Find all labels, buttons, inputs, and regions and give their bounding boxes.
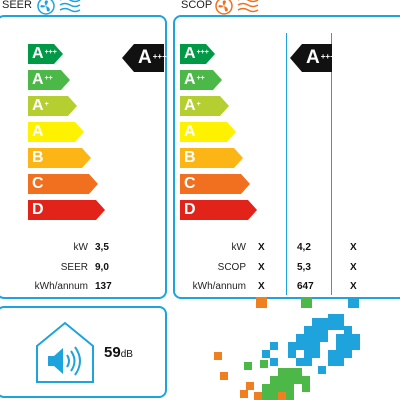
seer-class-letter-5: C — [32, 175, 44, 192]
seer-class-arrow-4 — [28, 148, 91, 168]
scop-class-letter-4: B — [184, 149, 196, 166]
scop-row-kw-warm: X — [258, 242, 265, 253]
house-speaker-icon — [36, 321, 94, 383]
scop-class-letter-5: C — [184, 175, 196, 192]
scop-class-letter-6: D — [184, 201, 196, 218]
seer-row-energy-value: 137 — [95, 281, 112, 292]
seer-class-label-4: B — [32, 149, 44, 167]
noise-unit: dB — [120, 349, 133, 360]
seer-row-kw-label: kW — [73, 242, 88, 253]
noise-value: 59 — [104, 344, 121, 361]
seer-class-label-5: C — [32, 175, 44, 193]
seer-class-arrow-1 — [28, 70, 70, 90]
scop-class-label-6: D — [184, 201, 196, 219]
seer-class-arrow-0 — [28, 44, 63, 64]
seer-class-arrow-6 — [28, 200, 105, 220]
cooling-fan-icon — [37, 0, 81, 15]
scop-class-sup-1: ++ — [196, 75, 205, 82]
seer-rating-sup: +++ — [152, 52, 167, 61]
cold-zone-square — [348, 297, 359, 308]
zone-divider-warm — [286, 33, 287, 295]
scop-rating-arrow — [290, 44, 332, 72]
seer-class-label-0: A+++ — [32, 45, 57, 63]
seer-class-letter-0: A — [32, 45, 44, 62]
seer-class-label-2: A+ — [32, 97, 49, 115]
seer-panel — [0, 15, 167, 299]
seer-class-arrow-5 — [28, 174, 98, 194]
seer-row-seer-label: SEER — [60, 262, 88, 273]
seer-header: SEER — [2, 0, 32, 11]
seer-row-energy-label: kWh/annum — [34, 281, 88, 292]
seer-class-letter-6: D — [32, 201, 44, 218]
scop-class-label-3: A — [184, 123, 196, 141]
scop-row-kw-label: kW — [231, 242, 246, 253]
warm-zone-square — [256, 297, 267, 308]
scop-panel — [173, 15, 400, 299]
seer-class-letter-2: A — [32, 97, 44, 114]
seer-class-sup-0: +++ — [44, 49, 57, 56]
seer-rating-letter: A — [138, 47, 152, 68]
scop-class-sup-2: + — [196, 101, 201, 108]
scop-class-arrow-0 — [180, 44, 215, 64]
seer-class-sup-1: ++ — [44, 75, 53, 82]
seer-rating-badge: A+++ — [122, 44, 167, 77]
scop-class-arrow-2 — [180, 96, 229, 116]
scop-row-scop-average: 5,3 — [297, 262, 311, 273]
scop-class-arrow-6 — [180, 200, 257, 220]
scop-class-arrow-3 — [180, 122, 236, 142]
seer-rating-arrow — [122, 44, 164, 72]
scop-rating-letter: A — [306, 47, 320, 68]
seer-class-letter-3: A — [32, 123, 44, 140]
scop-row-energy-label: kWh/annum — [192, 281, 246, 292]
scop-class-label-2: A+ — [184, 97, 201, 115]
seer-row-seer-value: 9,0 — [95, 262, 109, 273]
heating-fan-icon — [215, 0, 259, 15]
seer-class-sup-2: + — [44, 101, 49, 108]
scop-class-letter-3: A — [184, 123, 196, 140]
scop-row-kw-cold: X — [350, 242, 357, 253]
scop-row-energy-cold: X — [350, 281, 357, 292]
scop-class-arrow-5 — [180, 174, 250, 194]
seer-class-label-3: A — [32, 123, 44, 141]
noise-level: 59dB — [104, 344, 133, 361]
zone-divider-cold — [331, 33, 332, 295]
seer-class-arrow-3 — [28, 122, 84, 142]
seer-class-letter-4: B — [32, 149, 44, 166]
scop-row-scop-label: SCOP — [217, 262, 246, 273]
seer-class-label-6: D — [32, 201, 44, 219]
scop-rating-badge: A+++ — [290, 44, 335, 77]
scop-rating-sup: +++ — [320, 52, 335, 61]
scop-class-label-1: A++ — [184, 71, 205, 89]
scop-class-label-0: A+++ — [184, 45, 209, 63]
scop-row-energy-average: 647 — [297, 281, 314, 292]
seer-class-letter-1: A — [32, 71, 44, 88]
average-zone-square — [301, 297, 312, 308]
scop-header: SCOP — [181, 0, 213, 11]
scop-row-energy-warm: X — [258, 281, 265, 292]
scop-class-label-5: C — [184, 175, 196, 193]
scop-class-letter-2: A — [184, 97, 196, 114]
scop-class-letter-0: A — [184, 45, 196, 62]
scop-class-arrow-1 — [180, 70, 222, 90]
scop-class-arrow-4 — [180, 148, 243, 168]
scop-row-scop-warm: X — [258, 262, 265, 273]
seer-class-arrow-2 — [28, 96, 77, 116]
scop-row-scop-cold: X — [350, 262, 357, 273]
scop-class-label-4: B — [184, 149, 196, 167]
noise-panel — [0, 306, 167, 398]
seer-class-label-1: A++ — [32, 71, 53, 89]
scop-class-sup-0: +++ — [196, 49, 209, 56]
scop-class-letter-1: A — [184, 71, 196, 88]
europe-climate-map — [214, 314, 362, 400]
seer-row-kw-value: 3,5 — [95, 242, 109, 253]
scop-row-kw-average: 4,2 — [297, 242, 311, 253]
